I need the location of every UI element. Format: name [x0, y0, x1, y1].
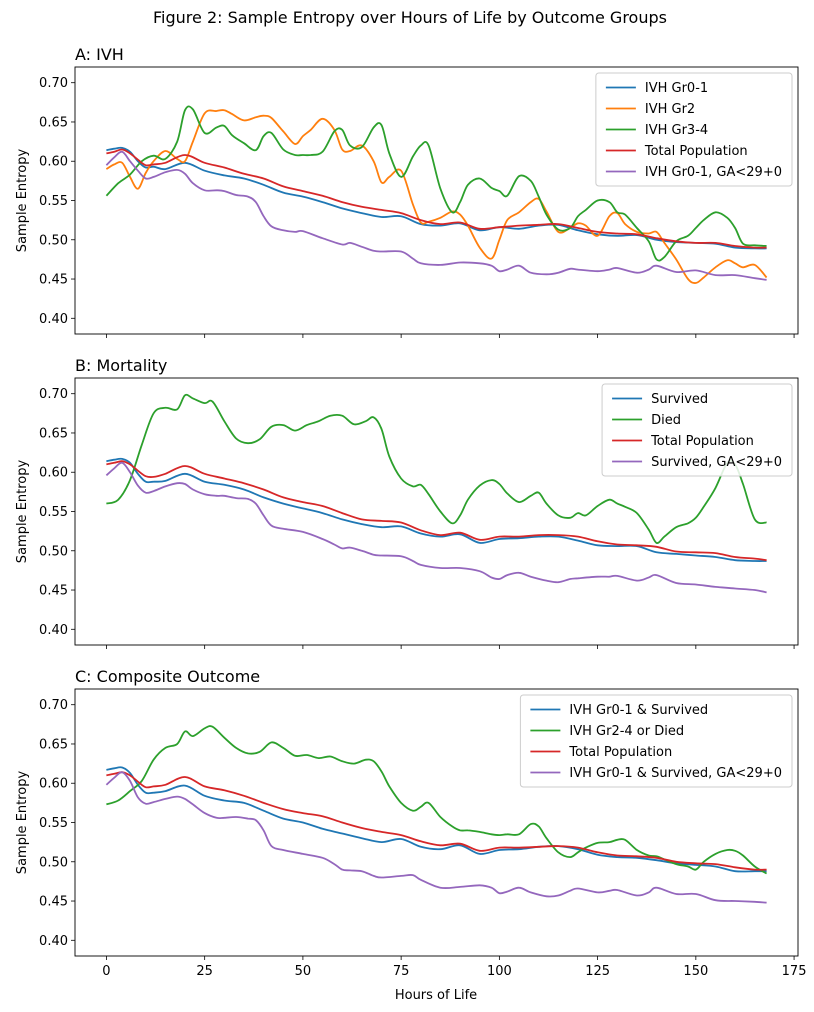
legend-box — [595, 72, 793, 187]
legend-label: Survived — [651, 392, 708, 407]
y-tick-label: 0.45 — [39, 584, 68, 599]
x-tick-label: 175 — [782, 964, 807, 979]
y-tick-label: 0.65 — [39, 426, 68, 441]
y-tick-label: 0.55 — [39, 505, 68, 520]
legend-label: Total Population — [650, 434, 754, 449]
series-line-ivh-gr0-1-survived-ga-29-0 — [105, 771, 767, 904]
x-tick-label: 125 — [585, 964, 610, 979]
legend-label: IVH Gr3-4 — [645, 123, 708, 138]
y-tick-label: 0.55 — [39, 816, 68, 831]
series-line-ivh-gr3-4 — [105, 105, 767, 262]
y-tick-label: 0.65 — [39, 115, 68, 130]
y-tick-label: 0.50 — [39, 855, 68, 870]
y-tick-label: 0.45 — [39, 273, 68, 288]
legend: Survived Died Total Population Survived, GA… — [601, 383, 793, 477]
legend-label: IVH Gr2-4 or Died — [569, 724, 684, 739]
x-tick-label: 50 — [295, 964, 312, 979]
y-tick-label: 0.60 — [39, 155, 68, 170]
panel-title: C: Composite Outcome — [75, 667, 260, 686]
y-tick-label: 0.70 — [39, 76, 68, 91]
legend-label: IVH Gr0-1 — [645, 81, 708, 96]
series-line-ivh-gr0-1 — [106, 146, 767, 250]
panel-title: A: IVH — [75, 45, 124, 64]
x-tick-label: 100 — [487, 964, 512, 979]
y-axis-label: Sample Entropy — [15, 460, 30, 564]
chart-panel-2: B: Mortality Sample Entropy 0.40 0.45 0.50 0.… — [15, 356, 799, 649]
plot-frame — [74, 688, 799, 957]
y-tick-label: 0.40 — [39, 934, 68, 949]
x-tick-label: 75 — [393, 964, 410, 979]
legend-label: Died — [651, 413, 681, 428]
y-tick-label: 0.40 — [39, 312, 68, 327]
y-tick-label: 0.60 — [39, 777, 68, 792]
y-tick-label: 0.55 — [39, 194, 68, 209]
legend-box — [601, 383, 793, 477]
y-tick-label: 0.65 — [39, 737, 68, 752]
y-tick-label: 0.45 — [39, 895, 68, 910]
x-axis-label: Hours of Life — [395, 988, 477, 1003]
plot-frame — [74, 66, 799, 335]
series-line-total-population — [106, 771, 767, 871]
x-tick-label: 25 — [196, 964, 213, 979]
y-tick-label: 0.70 — [39, 698, 68, 713]
x-tick-label: 150 — [683, 964, 708, 979]
chart-panel-3: C: Composite Outcome Sample Entropy 0.40 0.… — [15, 667, 806, 979]
series-group — [105, 105, 768, 284]
legend: IVH Gr0-1 & Survived IVH Gr2-4 or Died Tot… — [519, 694, 793, 788]
panel-title: B: Mortality — [75, 356, 167, 375]
series-line-survived — [106, 457, 767, 562]
chart-panel-1: A: IVH Sample Entropy 0.40 0.45 0.50 0.55 0.60… — [15, 45, 799, 338]
legend-label: Total Population — [644, 144, 748, 159]
y-tick-label: 0.60 — [39, 466, 68, 481]
y-axis-label: Sample Entropy — [15, 149, 30, 253]
series-line-survived-ga-29-0 — [105, 461, 767, 594]
legend-label: Survived, GA<29+0 — [651, 455, 782, 470]
y-tick-label: 0.70 — [39, 387, 68, 402]
series-line-ivh-gr2-4-or-died — [106, 725, 768, 875]
legend-box — [519, 694, 793, 788]
y-axis-label: Sample Entropy — [15, 771, 30, 875]
series-line-died — [106, 393, 767, 544]
legend-label: Total Population — [568, 745, 672, 760]
series-line-total-population — [106, 460, 767, 562]
series-group — [105, 393, 767, 594]
series-line-ivh-gr0-1-ga-29-0 — [105, 150, 767, 281]
y-tick-label: 0.50 — [39, 233, 68, 248]
legend: IVH Gr0-1 IVH Gr2 IVH Gr3-4 Total Populatio… — [595, 72, 793, 187]
y-tick-label: 0.50 — [39, 544, 68, 559]
legend-label: IVH Gr0-1 & Survived, GA<29+0 — [569, 766, 782, 781]
legend-label: IVH Gr0-1 & Survived — [569, 703, 708, 718]
legend-label: IVH Gr0-1, GA<29+0 — [645, 165, 782, 180]
series-line-total-population — [106, 148, 767, 249]
series-line-ivh-gr0-1-survived — [106, 766, 767, 873]
x-tick-label: 0 — [102, 964, 110, 979]
figure-title: Figure 2: Sample Entropy over Hours of L… — [153, 8, 667, 27]
plot-frame — [74, 377, 799, 646]
legend-label: IVH Gr2 — [645, 102, 695, 117]
y-tick-label: 0.40 — [39, 623, 68, 638]
series-group — [105, 725, 768, 904]
